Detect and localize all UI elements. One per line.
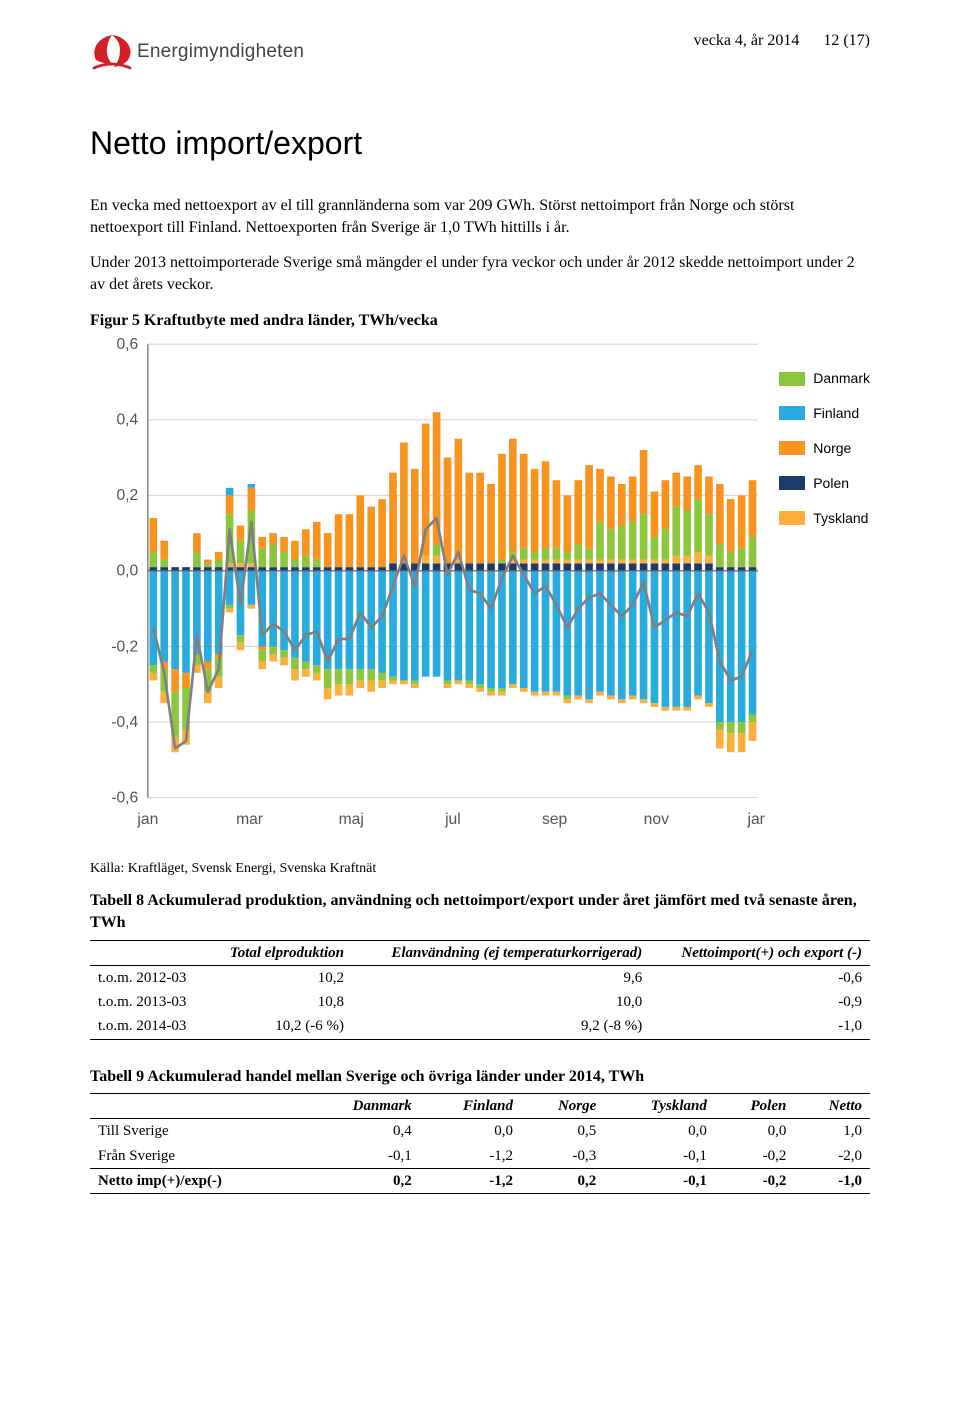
svg-text:0,2: 0,2	[116, 487, 138, 504]
table-cell: Till Sverige	[90, 1119, 305, 1144]
table-cell: 1,0	[794, 1119, 870, 1144]
svg-text:jul: jul	[444, 811, 461, 828]
table-8: Total elproduktionElanvändning (ej tempe…	[90, 940, 870, 1040]
table-cell: -0,1	[604, 1168, 715, 1193]
table-cell: -1,2	[420, 1168, 521, 1193]
legend-swatch	[779, 476, 805, 490]
legend-label: Finland	[813, 404, 859, 423]
table-cell: -0,1	[305, 1144, 420, 1169]
column-header: Netto	[794, 1094, 870, 1119]
column-header: Norge	[521, 1094, 604, 1119]
table-row: Till Sverige0,40,00,50,00,01,0	[90, 1119, 870, 1144]
table-cell: 9,6	[352, 965, 650, 990]
svg-text:mar: mar	[236, 811, 263, 828]
table-cell: 0,4	[305, 1119, 420, 1144]
svg-text:jan: jan	[136, 811, 158, 828]
table8-caption: Tabell 8 Ackumulerad produktion, användn…	[90, 890, 870, 933]
paragraph-1: En vecka med nettoexport av el till gran…	[90, 195, 870, 238]
table-row: t.o.m. 2014-0310,2 (-6 %)9,2 (-8 %)-1,0	[90, 1014, 870, 1039]
table-cell: -0,2	[715, 1144, 794, 1169]
column-header	[90, 940, 207, 965]
table-cell: -0,6	[650, 965, 870, 990]
chart-svg: 0,6 0,4 0,2 0,0 -0,2 -0,4 -0,6 jan mar maj jul sep n…	[90, 337, 765, 831]
svg-text:0,0: 0,0	[116, 563, 138, 580]
page-header: Energimyndigheten vecka 4, år 2014 12 (1…	[90, 30, 870, 74]
column-header: Total elproduktion	[207, 940, 352, 965]
logo: Energimyndigheten	[90, 30, 304, 74]
table-cell: t.o.m. 2014-03	[90, 1014, 207, 1039]
figure-source: Källa: Kraftläget, Svensk Energi, Svensk…	[90, 860, 870, 879]
page-title: Netto import/export	[90, 122, 870, 165]
svg-text:maj: maj	[339, 811, 364, 828]
table-row: t.o.m. 2012-0310,29,6-0,6	[90, 965, 870, 990]
table-cell: 10,2	[207, 965, 352, 990]
table-9: DanmarkFinlandNorgeTysklandPolenNettoTil…	[90, 1093, 870, 1194]
table-cell: 0,2	[305, 1168, 420, 1193]
kraftutbyte-chart: 0,6 0,4 0,2 0,0 -0,2 -0,4 -0,6 jan mar maj jul sep n…	[90, 337, 870, 831]
svg-text:0,4: 0,4	[116, 412, 138, 429]
table-cell: -0,9	[650, 990, 870, 1014]
logo-text: Energimyndigheten	[137, 39, 304, 65]
table-cell: 0,5	[521, 1119, 604, 1144]
legend-item: Finland	[779, 404, 870, 423]
table-cell: 9,2 (-8 %)	[352, 1014, 650, 1039]
legend-label: Polen	[813, 474, 849, 493]
figure-caption: Figur 5 Kraftutbyte med andra länder, TW…	[90, 310, 870, 332]
svg-text:nov: nov	[644, 811, 669, 828]
table-cell: t.o.m. 2012-03	[90, 965, 207, 990]
table-cell: 0,2	[521, 1168, 604, 1193]
legend-item: Danmark	[779, 369, 870, 388]
column-header: Polen	[715, 1094, 794, 1119]
table-cell: t.o.m. 2013-03	[90, 990, 207, 1014]
svg-text:-0,2: -0,2	[111, 638, 138, 655]
legend-item: Norge	[779, 439, 870, 458]
legend-item: Polen	[779, 474, 870, 493]
table-cell: 0,0	[715, 1119, 794, 1144]
table-cell: -0,3	[521, 1144, 604, 1169]
svg-text:sep: sep	[542, 811, 568, 828]
table-cell: -1,2	[420, 1144, 521, 1169]
meta-page: 12 (17)	[823, 32, 870, 49]
table-cell: -2,0	[794, 1144, 870, 1169]
legend-swatch	[779, 441, 805, 455]
energimyndigheten-logo-icon	[90, 30, 134, 74]
table-row: t.o.m. 2013-0310,810,0-0,9	[90, 990, 870, 1014]
column-header: Nettoimport(+) och export (-)	[650, 940, 870, 965]
column-header	[90, 1094, 305, 1119]
table-cell: -0,1	[604, 1144, 715, 1169]
svg-text:-0,6: -0,6	[111, 790, 138, 807]
meta-week: vecka 4, år 2014	[694, 32, 800, 49]
table9-caption: Tabell 9 Ackumulerad handel mellan Sveri…	[90, 1066, 870, 1088]
legend-label: Tyskland	[813, 509, 868, 528]
legend-swatch	[779, 372, 805, 386]
svg-text:-0,4: -0,4	[111, 714, 138, 731]
legend-label: Danmark	[813, 369, 870, 388]
svg-text:jan: jan	[747, 811, 766, 828]
column-header: Elanvändning (ej temperaturkorrigerad)	[352, 940, 650, 965]
legend-label: Norge	[813, 439, 851, 458]
table-cell: Från Sverige	[90, 1144, 305, 1169]
legend-swatch	[779, 511, 805, 525]
column-header: Danmark	[305, 1094, 420, 1119]
legend-swatch	[779, 406, 805, 420]
table-cell: 10,2 (-6 %)	[207, 1014, 352, 1039]
table-cell: -0,2	[715, 1168, 794, 1193]
table-cell: 10,8	[207, 990, 352, 1014]
table-cell: Netto imp(+)/exp(-)	[90, 1168, 305, 1193]
table-row: Netto imp(+)/exp(-)0,2-1,20,2-0,1-0,2-1,…	[90, 1168, 870, 1193]
table-cell: 10,0	[352, 990, 650, 1014]
chart-legend: Danmark Finland Norge Polen Tyskland	[779, 369, 870, 543]
table-row: Från Sverige-0,1-1,2-0,3-0,1-0,2-2,0	[90, 1144, 870, 1169]
column-header: Tyskland	[604, 1094, 715, 1119]
table-cell: -1,0	[794, 1168, 870, 1193]
column-header: Finland	[420, 1094, 521, 1119]
table-cell: 0,0	[420, 1119, 521, 1144]
legend-item: Tyskland	[779, 509, 870, 528]
paragraph-2: Under 2013 nettoimporterade Sverige små …	[90, 252, 870, 295]
table-cell: 0,0	[604, 1119, 715, 1144]
svg-text:0,6: 0,6	[116, 337, 138, 353]
page-meta: vecka 4, år 2014 12 (17)	[694, 30, 870, 52]
table-cell: -1,0	[650, 1014, 870, 1039]
